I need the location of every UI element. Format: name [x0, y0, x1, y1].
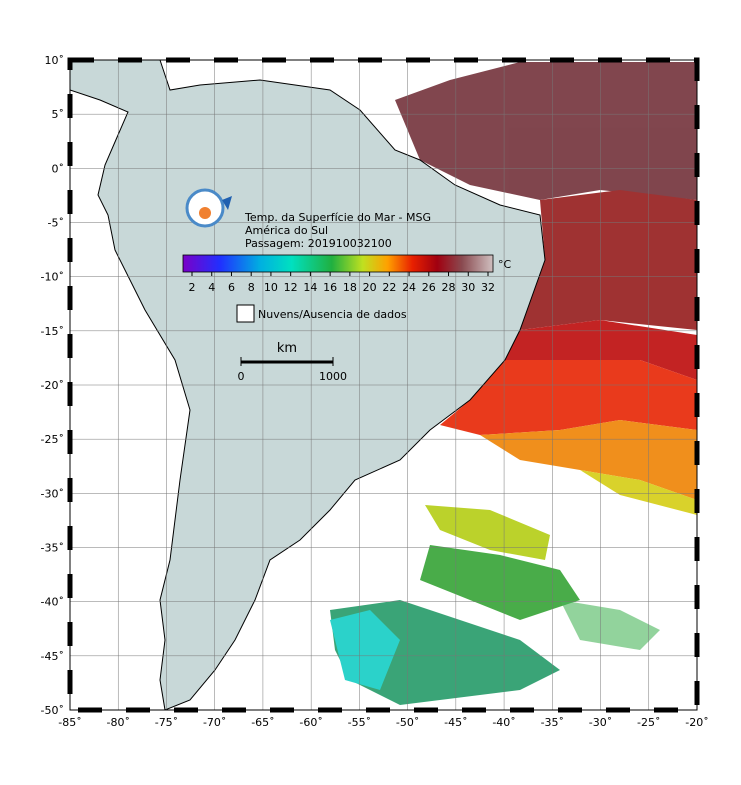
longitude-label: -75˚ — [155, 716, 178, 729]
colorbar-tick-label: 14 — [303, 281, 317, 294]
latitude-label: -30˚ — [41, 487, 64, 500]
longitude-label: -20˚ — [685, 716, 708, 729]
colorbar-ticks: 2 4 6 8 10 12 14 16 18 20 22 24 26 28 30 32 — [189, 272, 495, 294]
longitude-label: -65˚ — [251, 716, 274, 729]
longitude-label: -45˚ — [444, 716, 467, 729]
colorbar-tick-label: 4 — [208, 281, 215, 294]
longitude-label: -70˚ — [203, 716, 226, 729]
longitude-label: -40˚ — [492, 716, 515, 729]
longitude-label: -85˚ — [58, 716, 81, 729]
graticule — [70, 60, 697, 710]
latitude-label: 5˚ — [52, 108, 65, 121]
latitude-label: -10˚ — [41, 271, 64, 284]
colorbar-tick-label: 30 — [461, 281, 475, 294]
colorbar-tick-label: 32 — [481, 281, 495, 294]
colorbar-tick-label: 26 — [422, 281, 436, 294]
colorbar-tick-label: 18 — [343, 281, 357, 294]
colorbar-tick-label: 22 — [382, 281, 396, 294]
map-area — [70, 60, 697, 710]
title-line: Temp. da Superfície do Mar - MSG — [244, 211, 431, 224]
longitude-label: -35˚ — [541, 716, 564, 729]
scale-unit: km — [277, 341, 297, 356]
title-line: América do Sul — [245, 224, 328, 237]
axis-labels: 10˚ 5˚ 0˚ -5˚ -10˚ -15˚ -20˚ -25˚ -30˚ -35˚ -40˚ -4… — [41, 54, 709, 729]
colorbar-tick-label: 12 — [284, 281, 298, 294]
legend-label: Nuvens/Ausencia de dados — [258, 308, 407, 321]
longitude-label: -60˚ — [299, 716, 322, 729]
sst-field — [330, 62, 697, 705]
colorbar-tick-label: 20 — [363, 281, 377, 294]
scale-bar — [240, 357, 334, 366]
longitude-label: -30˚ — [589, 716, 612, 729]
colorbar-tick-label: 28 — [442, 281, 456, 294]
latitude-label: -45˚ — [41, 650, 64, 663]
logo — [185, 188, 232, 228]
longitude-label: -80˚ — [106, 716, 129, 729]
title-line: Passagem: 201910032100 — [245, 237, 392, 250]
scale-start: 0 — [238, 370, 245, 383]
latitude-label: -5˚ — [48, 217, 64, 230]
latitude-label: -20˚ — [41, 379, 64, 392]
colorbar-tick-label: 24 — [402, 281, 416, 294]
colorbar-tick-label: 16 — [323, 281, 337, 294]
colorbar-tick-label: 8 — [248, 281, 255, 294]
colorbar-tick-label: 6 — [228, 281, 235, 294]
latitude-label: -25˚ — [41, 433, 64, 446]
longitude-label: -25˚ — [637, 716, 660, 729]
latitude-label: -15˚ — [41, 325, 64, 338]
longitude-label: -50˚ — [396, 716, 419, 729]
colorbar-tick-label: 2 — [189, 281, 196, 294]
longitude-label: -55˚ — [348, 716, 371, 729]
latitude-label: -35˚ — [41, 542, 64, 555]
latitude-label: 10˚ — [45, 54, 65, 67]
colorbar — [182, 254, 494, 273]
legend-swatch — [236, 304, 255, 323]
latitude-label: -40˚ — [41, 596, 64, 609]
latitude-label: 0˚ — [52, 162, 65, 175]
colorbar-tick-label: 10 — [264, 281, 278, 294]
colorbar-unit: °C — [498, 258, 512, 271]
frame-outline — [69, 59, 698, 711]
scale-end: 1000 — [319, 370, 347, 383]
latitude-label: -50˚ — [41, 704, 64, 717]
